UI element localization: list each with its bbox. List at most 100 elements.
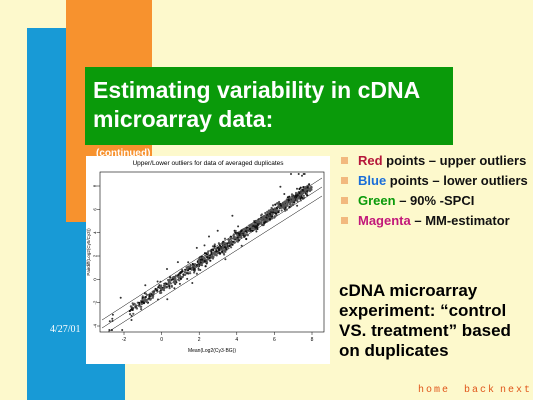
scatter-point: [141, 296, 144, 299]
scatter-point: [207, 250, 210, 253]
scatter-point: [227, 247, 230, 250]
scatter-point: [236, 240, 239, 243]
scatter-point: [151, 296, 154, 299]
scatter-point: [154, 287, 157, 291]
scatter-point: [203, 252, 207, 255]
scatter-point: [212, 248, 215, 252]
scatter-point: [213, 245, 216, 248]
scatter-point: [260, 219, 263, 222]
scatter-point: [204, 254, 207, 257]
scatter-outlier: [169, 275, 171, 278]
scatter-point: [159, 290, 162, 294]
scatter-point: [236, 238, 239, 241]
scatter-point: [129, 305, 132, 308]
scatter-point: [296, 194, 299, 197]
scatter-point: [245, 237, 248, 241]
scatter-outlier: [203, 244, 206, 247]
scatter-point: [213, 243, 216, 246]
scatter-point: [238, 236, 241, 239]
scatter-point: [174, 278, 177, 281]
scatter-point: [286, 202, 289, 205]
bullet-square-icon: [341, 177, 348, 184]
scatter-point: [243, 233, 246, 236]
bullet-blue: Blue points – lower outliers: [339, 172, 529, 189]
scatter-point: [206, 258, 210, 261]
scatter-point: [256, 223, 259, 226]
scatter-point: [171, 278, 174, 281]
scatter-point: [251, 229, 254, 232]
scatter-point: [293, 198, 296, 201]
scatter-point: [228, 244, 231, 248]
next-link[interactable]: next: [500, 385, 533, 396]
scatter-point: [245, 230, 248, 233]
scatter-point: [137, 304, 140, 307]
scatter-point: [286, 196, 289, 199]
scatter-point: [140, 301, 143, 304]
scatter-point: [232, 233, 235, 236]
scatter-point: [144, 295, 147, 299]
scatter-point: [245, 233, 248, 236]
scatter-point: [138, 301, 141, 304]
back-link[interactable]: back: [464, 385, 497, 396]
plot-title: Upper/Lower outliers for data of average…: [132, 160, 284, 167]
scatter-point: [293, 201, 296, 204]
scatter-outlier: [130, 314, 133, 317]
scatter-outlier: [280, 203, 283, 206]
scatter-outlier: [156, 280, 159, 283]
scatter-point: [189, 272, 192, 275]
scatter-outlier: [111, 313, 114, 316]
scatter-point: [302, 191, 305, 194]
scatter-point: [148, 295, 151, 298]
scatter-point: [191, 264, 194, 267]
scatter-outlier: [296, 204, 299, 207]
x-tick-label: -2: [122, 337, 127, 343]
scatter-point: [250, 224, 253, 227]
scatter-outlier: [302, 197, 305, 200]
y-tick-label: -4: [93, 324, 98, 328]
scatter-point: [213, 247, 216, 250]
scatter-outlier: [165, 285, 168, 288]
scatter-point: [302, 186, 305, 189]
bullet-list: Red points – upper outliers Blue points …: [339, 152, 529, 232]
scatter-point: [270, 206, 273, 210]
scatter-point: [191, 267, 194, 271]
y-tick-label: 2: [93, 254, 98, 257]
scatter-point: [215, 250, 218, 253]
scatter-point: [276, 205, 279, 208]
scatter-outlier: [221, 242, 224, 245]
scatter-point: [229, 235, 232, 238]
scatter-point: [271, 209, 274, 212]
scatter-point: [224, 244, 227, 247]
scatter-point: [268, 218, 271, 221]
scatter-point: [210, 251, 213, 254]
scatter-point: [162, 287, 165, 290]
scatter-outlier: [159, 280, 162, 283]
bullet-magenta: Magenta – MM-estimator: [339, 212, 529, 229]
scatter-point: [236, 233, 239, 236]
x-tick-label: 6: [273, 337, 276, 343]
scatter-outlier: [130, 319, 133, 321]
scatter-point: [174, 276, 177, 280]
scatter-point: [223, 246, 226, 249]
title-box: Estimating variability in cDNA microarra…: [85, 67, 453, 145]
scatter-point: [266, 211, 269, 215]
scatter-outlier: [132, 303, 135, 306]
home-link[interactable]: home: [418, 385, 451, 396]
scatter-point: [170, 284, 173, 287]
scatter-point: [298, 187, 301, 191]
plot-ylabel: Pairdiff(Log2(Cy5/Cy3)): [86, 228, 91, 276]
scatter-point: [254, 223, 257, 226]
scatter-point: [193, 263, 197, 266]
scatter-outlier: [178, 282, 181, 285]
scatter-outlier: [195, 246, 198, 249]
scatter-point: [211, 254, 214, 257]
scatter-point: [277, 202, 280, 205]
scatter-point: [168, 281, 172, 284]
scatter-point: [271, 204, 275, 207]
scatter-outlier: [262, 224, 264, 227]
scatter-point: [279, 202, 282, 206]
scatter-point: [221, 250, 224, 253]
scatter-point: [132, 312, 135, 315]
scatter-point: [240, 233, 243, 236]
scatter-point: [252, 223, 255, 226]
